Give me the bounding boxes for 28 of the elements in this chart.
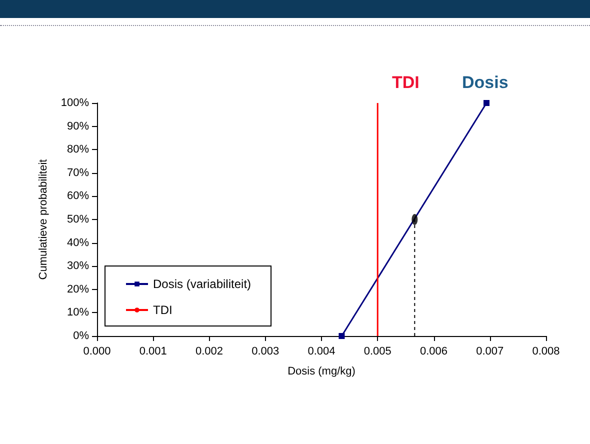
y-tick-label: 10% <box>66 306 90 319</box>
x-tick-label: 0.000 <box>83 346 111 358</box>
legend-label: TDI <box>153 303 172 317</box>
y-tick-label: 50% <box>66 214 90 226</box>
text: TDI <box>392 73 420 92</box>
x-tick-label: 0.002 <box>195 346 224 358</box>
y-tick-label: 70% <box>66 166 90 179</box>
point <box>484 100 490 106</box>
y-tick-label: 60% <box>66 190 90 202</box>
y-tick-label: 40% <box>66 236 90 249</box>
x-tick-label: 0.003 <box>252 346 280 358</box>
x-tick-label: 0.005 <box>364 346 392 358</box>
x-tick-label: 0.001 <box>139 346 167 358</box>
x-tick-label: 0.008 <box>532 346 560 358</box>
y-tick-label: 20% <box>66 283 90 296</box>
text: Dosis <box>462 73 508 92</box>
x-tick-label: 0.004 <box>308 346 336 358</box>
y-axis-title: Cumulatieve probabiliteit <box>38 159 50 280</box>
y-tick-label: 100% <box>60 97 90 109</box>
y-tick-label: 30% <box>66 260 90 272</box>
x-tick-label: 0.007 <box>476 346 504 358</box>
y-tick-label: 80% <box>66 144 90 156</box>
x-axis-title: Dosis (mg/kg) <box>288 366 356 378</box>
point <box>338 333 345 339</box>
x-tick-label: 0.006 <box>420 346 448 358</box>
y-tick-label: 0% <box>73 330 90 342</box>
legend-label: Dosis (variabiliteit) <box>153 277 252 291</box>
y-tick-label: 90% <box>66 120 90 132</box>
